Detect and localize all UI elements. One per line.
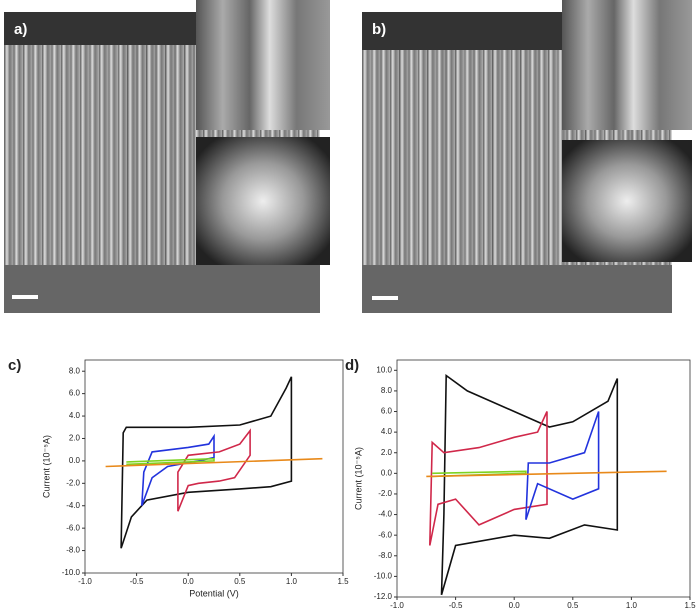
y-tick-label: 2.0: [381, 448, 393, 457]
y-tick-label: -8.0: [66, 546, 80, 555]
x-tick-label: 0.5: [234, 577, 246, 586]
x-tick-label: 0.5: [567, 601, 579, 608]
y-axis-label: Current (10⁻⁵A): [41, 435, 51, 498]
x-tick-label: -1.0: [78, 577, 92, 586]
y-tick-label: 2.0: [69, 434, 81, 443]
cv-curve: [426, 470, 667, 478]
y-tick-label: -6.0: [378, 530, 392, 539]
y-tick-label: 4.0: [69, 411, 81, 420]
cv-curve: [120, 376, 293, 549]
sem-image-b: [362, 0, 692, 313]
panel-label: b): [372, 21, 386, 38]
x-tick-label: 1.0: [626, 601, 638, 608]
x-tick-label: 1.0: [286, 577, 298, 586]
cv-curve: [429, 411, 548, 546]
x-tick-label: -1.0: [390, 601, 404, 608]
y-tick-label: -10.0: [62, 568, 81, 577]
cv-curve: [440, 373, 619, 596]
y-tick-label: -6.0: [66, 523, 80, 532]
cv-curve: [525, 411, 600, 520]
cv-curve: [177, 428, 251, 512]
y-tick-label: 8.0: [69, 366, 81, 375]
y-tick-label: -2.0: [378, 489, 392, 498]
y-tick-label: -4.0: [378, 510, 392, 519]
y-tick-label: 8.0: [381, 386, 393, 395]
panel-label: d): [345, 357, 359, 374]
y-tick-label: 0.0: [381, 468, 393, 477]
x-tick-label: 1.5: [684, 601, 696, 608]
cv-curve: [105, 457, 323, 468]
y-tick-label: 4.0: [381, 427, 393, 436]
x-tick-label: 1.5: [337, 577, 349, 586]
x-tick-label: 0.0: [183, 577, 195, 586]
y-tick-label: -8.0: [378, 551, 392, 560]
plot-frame: [84, 359, 344, 574]
cv-curve: [141, 433, 215, 506]
y-tick-label: -2.0: [66, 478, 80, 487]
y-tick-label: 6.0: [69, 389, 81, 398]
sem-image-a: [4, 0, 330, 313]
y-tick-label: 10.0: [376, 365, 392, 374]
y-tick-label: -4.0: [66, 501, 80, 510]
y-axis-label: Current (10⁻⁵A): [353, 447, 363, 510]
cv-curve: [126, 457, 215, 466]
plot-frame: [396, 359, 691, 598]
y-tick-label: 0.0: [69, 456, 81, 465]
x-tick-label: -0.5: [130, 577, 144, 586]
y-tick-label: 6.0: [381, 407, 393, 416]
panel-label: c): [8, 357, 21, 374]
x-axis-label: Potential (V): [189, 588, 239, 598]
y-tick-label: -10.0: [374, 572, 393, 581]
x-tick-label: 0.0: [509, 601, 521, 608]
y-tick-label: -12.0: [374, 592, 393, 601]
panel-label: a): [14, 21, 27, 38]
x-tick-label: -0.5: [449, 601, 463, 608]
